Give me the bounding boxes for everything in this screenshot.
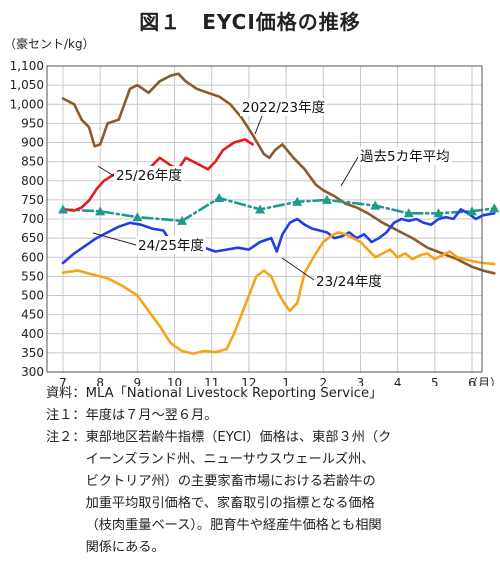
annotation-leader xyxy=(340,156,359,187)
x-tick-label: 6 xyxy=(468,376,476,386)
x-tick-label: 7 xyxy=(59,376,67,386)
series-marker xyxy=(370,200,381,210)
series-annotation: 23/24年度 xyxy=(316,274,382,290)
chart-title: 図１ EYCI価格の推移 xyxy=(139,10,361,34)
series-marker xyxy=(176,215,187,225)
eyci-line-chart: （豪セント/kg） 1,1001,0501,000950900850800750… xyxy=(4,36,500,386)
x-tick-label: 5 xyxy=(431,376,439,386)
series-marker xyxy=(255,204,266,214)
note2-line: 関係にある。 xyxy=(85,540,165,555)
x-tick-label: 9 xyxy=(134,376,142,386)
note2-line: 加重平均取引価格で、家畜取引の指標となる価格 xyxy=(85,496,375,511)
x-tick-label: 12 xyxy=(241,376,256,386)
series-marker xyxy=(433,208,444,218)
note2-line: イーンズランド州、ニューサウスウェールズ州、 xyxy=(85,452,375,467)
annotation-bg xyxy=(314,272,384,290)
series-line xyxy=(61,208,496,265)
y-tick-label: 700 xyxy=(21,212,44,226)
annotation-bg xyxy=(136,236,206,254)
note2-label: 注２： xyxy=(46,430,86,445)
series-marker xyxy=(467,206,477,216)
annotation-leader xyxy=(281,257,315,281)
x-tick-label: 4 xyxy=(394,376,402,386)
y-tick-label: 300 xyxy=(21,365,44,379)
series-marker xyxy=(214,192,225,202)
y-axis-ticks: 1,100 1,050 1,000 950 900 850 800 750 700 650 600 5… xyxy=(10,59,44,379)
x-tick-label: 2 xyxy=(319,376,327,386)
x-tick-label: 3 xyxy=(357,376,365,386)
note2-line: ビクトリア州）の主要家畜市場における若齢牛の xyxy=(85,474,376,489)
y-tick-label: 1,050 xyxy=(10,78,44,92)
series-markers xyxy=(58,192,500,225)
series-line xyxy=(61,196,496,223)
note1-row: 注１： 年度は７月～翌６月。 xyxy=(46,405,496,427)
y-tick-label: 400 xyxy=(21,327,44,341)
y-tick-label: 450 xyxy=(21,308,44,322)
series-annotation: 24/25年度 xyxy=(138,238,204,254)
y-tick-label: 350 xyxy=(21,346,44,360)
y-tick-label: 850 xyxy=(21,155,44,169)
series-line xyxy=(61,138,254,212)
series-annotation: 25/26年度 xyxy=(116,168,182,184)
series-marker xyxy=(403,208,414,218)
note2-row: 注２： 東部地区若齢牛指標（EYCI）価格は、東部３州（ク イーンズランド州、ニ… xyxy=(46,427,496,559)
source-row: 資料： MLA「National Livestock Reporting Ser… xyxy=(46,383,496,405)
series-annotation: 2022/23年度 xyxy=(242,100,325,116)
y-tick-label: 600 xyxy=(21,250,44,264)
note2-line: （枝肉重量ベース）。肥育牛や経産牛価格とも相関 xyxy=(85,518,382,533)
x-tick-label: 1 xyxy=(282,376,290,386)
annotation-bg xyxy=(240,98,328,116)
y-tick-label: 800 xyxy=(21,174,44,188)
series-marker xyxy=(58,204,68,214)
note1-label: 注１： xyxy=(46,408,86,423)
series-marker xyxy=(489,203,500,213)
y-tick-label: 1,000 xyxy=(10,97,44,111)
x-axis-ticks: 7 8 9 10 11 12 1 2 3 4 5 6 xyxy=(59,376,476,386)
series-marker xyxy=(95,206,106,216)
note2-line: 東部地区若齢牛指標（EYCI）価格は、東部３州（ク xyxy=(85,430,392,445)
series-marker xyxy=(132,212,143,222)
annotation-bg xyxy=(114,166,184,184)
plot-frame xyxy=(46,65,483,373)
annotation-leader xyxy=(97,165,115,177)
annotation-leader xyxy=(92,232,137,246)
x-unit-label: （月） xyxy=(466,376,500,386)
y-tick-label: 950 xyxy=(21,116,44,130)
y-tick-label: 750 xyxy=(21,193,44,207)
y-unit-label: （豪セント/kg） xyxy=(4,36,95,51)
series-marker xyxy=(321,194,332,204)
note2-text: 東部地区若齢牛指標（EYCI）価格は、東部３州（ク イーンズランド州、ニューサウ… xyxy=(86,427,496,559)
grid-lines xyxy=(47,65,482,373)
series-line xyxy=(61,231,496,355)
y-tick-label: 550 xyxy=(21,269,44,283)
note1-text: 年度は７月～翌６月。 xyxy=(85,408,218,423)
x-tick-label: 10 xyxy=(167,376,182,386)
series-line xyxy=(61,72,496,275)
series-marker xyxy=(292,196,303,206)
notes: 資料： MLA「National Livestock Reporting Ser… xyxy=(46,383,496,559)
annotation-leader xyxy=(254,115,263,135)
y-tick-label: 900 xyxy=(21,136,44,150)
y-tick-label: 500 xyxy=(21,289,44,303)
y-tick-label: 650 xyxy=(21,231,44,245)
source-text: MLA「National Livestock Reporting Service… xyxy=(85,386,383,401)
annotation-bg xyxy=(358,147,452,165)
x-tick-label: 11 xyxy=(204,376,219,386)
source-label: 資料： xyxy=(46,386,86,401)
y-tick-label: 1,100 xyxy=(10,59,44,73)
series-annotation: 過去5カ年平均 xyxy=(360,149,450,165)
x-tick-label: 8 xyxy=(96,376,104,386)
